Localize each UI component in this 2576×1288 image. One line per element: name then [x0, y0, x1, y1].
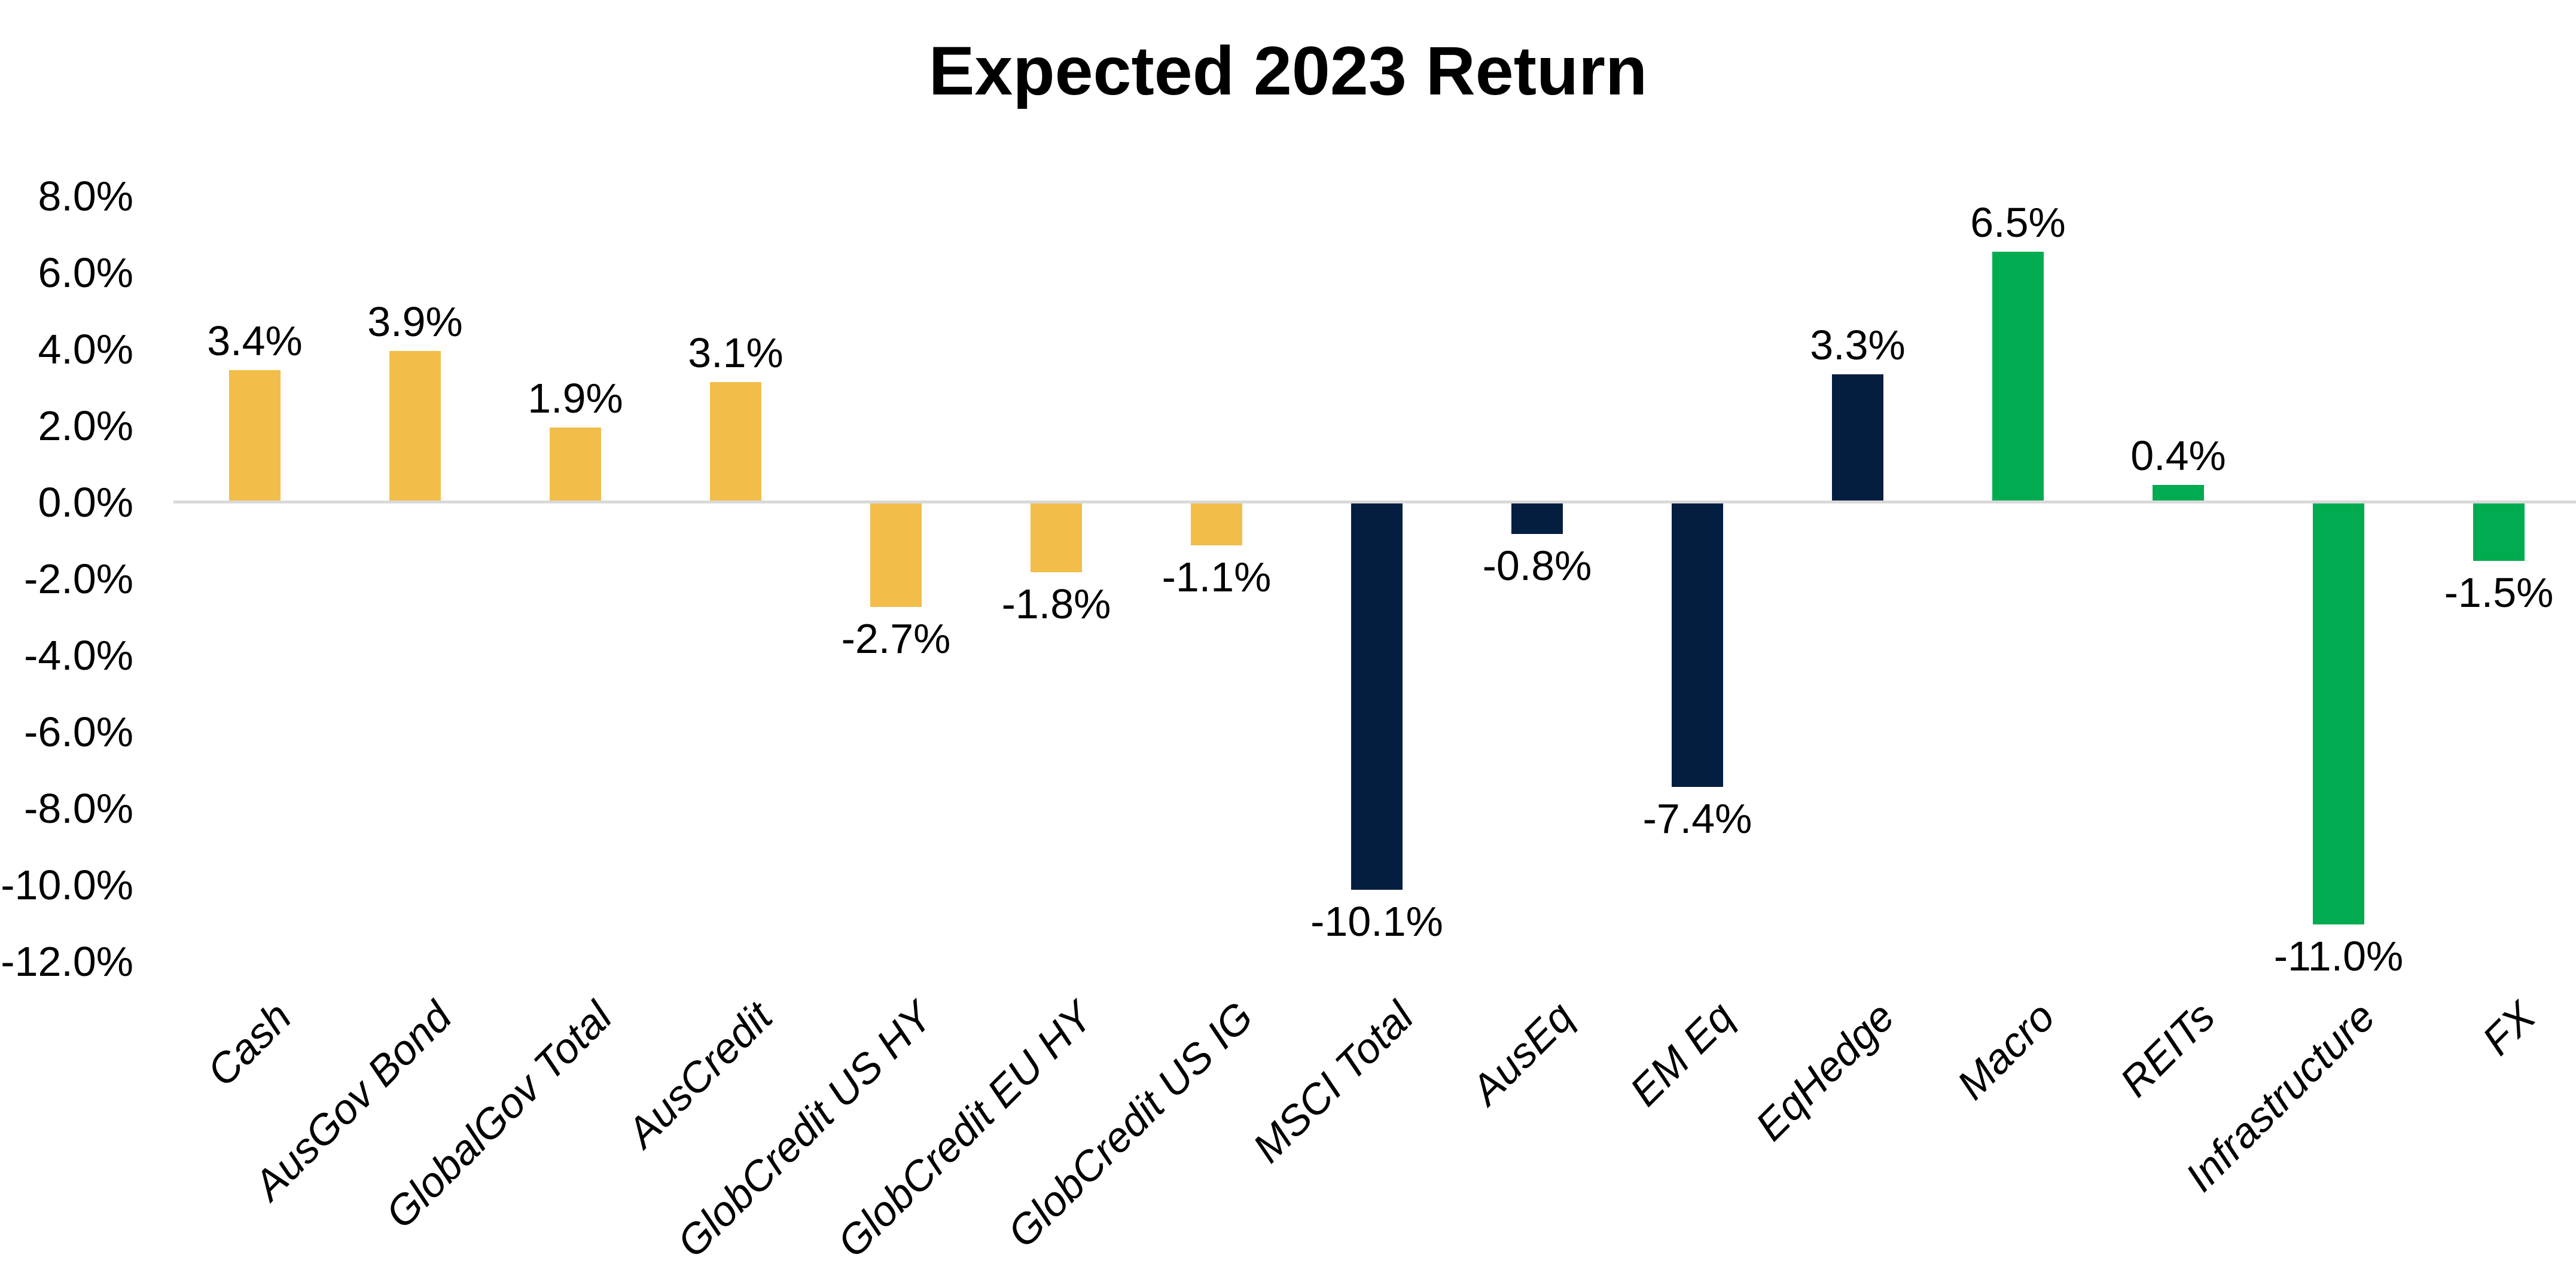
category-label: MSCI Total: [1243, 993, 1422, 1171]
bar: [1511, 503, 1563, 534]
y-tick-label: 0.0%: [38, 479, 133, 526]
y-tick-label: -6.0%: [24, 709, 133, 755]
bar: [1672, 503, 1723, 787]
data-label: 1.9%: [528, 375, 623, 422]
bar: [1832, 374, 1883, 500]
data-label: -10.1%: [1310, 898, 1443, 945]
y-tick-label: 2.0%: [38, 402, 133, 449]
bar: [1191, 503, 1242, 545]
bar: [870, 503, 922, 607]
bar: [229, 370, 281, 500]
data-label: -11.0%: [2273, 933, 2404, 979]
data-label: 6.5%: [1970, 199, 2066, 246]
data-label: -2.7%: [841, 615, 951, 662]
category-label: EqHedge: [1746, 993, 1903, 1150]
chart-title: Expected 2023 Return: [928, 33, 1648, 109]
bar: [710, 382, 761, 500]
bar: [1351, 503, 1403, 890]
y-tick-label: -4.0%: [24, 632, 133, 679]
category-label: EM Eq: [1621, 993, 1743, 1115]
data-label: 0.4%: [2130, 432, 2226, 479]
data-label: -1.8%: [1001, 581, 1111, 627]
y-tick-label: -2.0%: [24, 556, 133, 602]
category-label: AusCredit: [618, 993, 781, 1156]
category-label: AusEq: [1462, 993, 1583, 1113]
y-tick-label: -10.0%: [1, 862, 133, 908]
data-label: -7.4%: [1642, 795, 1752, 842]
data-label: -1.5%: [2444, 569, 2554, 616]
bar: [389, 351, 441, 500]
y-tick-label: 8.0%: [38, 173, 133, 219]
y-tick-label: -12.0%: [1, 938, 133, 985]
bar: [1992, 252, 2044, 500]
category-label: Cash: [198, 993, 300, 1095]
category-label: FX: [2473, 993, 2544, 1064]
category-label: Macro: [1948, 993, 2063, 1109]
category-label: REITs: [2111, 993, 2224, 1106]
bar: [2473, 503, 2525, 561]
y-tick-label: 6.0%: [38, 249, 133, 296]
y-tick-label: 4.0%: [38, 326, 133, 373]
bar: [1031, 503, 1082, 572]
bar: [2313, 503, 2364, 924]
data-label: -0.8%: [1482, 542, 1592, 589]
zero-axis-line: [173, 500, 2576, 503]
data-label: -1.1%: [1162, 554, 1272, 600]
y-tick-label: -8.0%: [24, 785, 133, 832]
bar: [2153, 485, 2204, 500]
data-label: 3.1%: [688, 329, 784, 376]
data-label: 3.9%: [367, 298, 463, 345]
bar: [550, 428, 601, 500]
data-label: 3.4%: [207, 318, 303, 364]
data-label: 3.3%: [1810, 322, 1906, 368]
